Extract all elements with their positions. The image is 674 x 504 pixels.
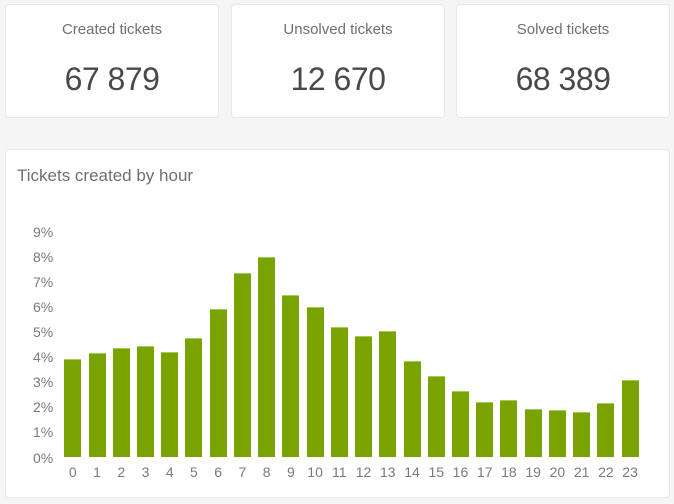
- bar-hour-13[interactable]: [379, 330, 397, 458]
- bar-hour-15[interactable]: [427, 376, 445, 458]
- x-axis-tick-label: 22: [598, 464, 614, 480]
- created-tickets-value: 67 879: [64, 61, 160, 97]
- x-axis-tick-label: 7: [238, 464, 247, 480]
- x-axis-tick-label: 5: [190, 464, 198, 480]
- bar-hour-14[interactable]: [403, 361, 421, 458]
- y-axis-tick-label: 5%: [33, 324, 54, 340]
- x-axis-tick-label: 18: [501, 464, 517, 480]
- bar-hour-7[interactable]: [233, 273, 251, 458]
- bar-hour-2[interactable]: [112, 347, 130, 458]
- solved-tickets-card: Solved tickets 68 389: [456, 4, 670, 118]
- x-axis-tick-label: 3: [141, 464, 150, 480]
- bar-hour-8[interactable]: [258, 257, 276, 458]
- x-axis-tick-label: 15: [428, 464, 445, 480]
- x-axis-tick-label: 21: [573, 464, 590, 480]
- unsolved-tickets-card: Unsolved tickets 12 670: [231, 4, 445, 118]
- x-axis-tick-label: 14: [404, 464, 420, 480]
- bar-hour-11[interactable]: [330, 326, 348, 458]
- bar-hour-23[interactable]: [621, 380, 639, 458]
- x-axis-tick-label: 10: [307, 464, 323, 480]
- x-axis-tick-label: 6: [214, 464, 223, 480]
- y-axis-tick-label: 1%: [33, 424, 54, 441]
- bar-hour-18[interactable]: [500, 400, 518, 458]
- bar-hour-10[interactable]: [306, 306, 324, 458]
- bar-hour-12[interactable]: [355, 335, 373, 458]
- unsolved-tickets-label: Unsolved tickets: [283, 21, 393, 38]
- x-axis-tick-label: 12: [355, 464, 372, 480]
- solved-tickets-label: Solved tickets: [516, 21, 610, 38]
- y-axis-tick-label: 2%: [33, 399, 54, 416]
- tickets-by-hour-chart-card: Tickets created by hour 0% 1% 2% 3% 4% 5% 6% 7%…: [5, 149, 670, 498]
- x-axis-tick-label: 19: [525, 464, 541, 480]
- bar-hour-20[interactable]: [548, 410, 566, 458]
- x-axis-tick-label: 2: [117, 464, 126, 480]
- x-axis-tick-label: 8: [262, 464, 271, 480]
- x-axis-tick-label: 0: [68, 464, 77, 480]
- solved-tickets-value: 68 389: [515, 61, 611, 97]
- bar-hour-5[interactable]: [185, 338, 203, 458]
- y-axis-tick-label: 0%: [33, 449, 54, 466]
- bar-hour-3[interactable]: [136, 345, 154, 458]
- bar-hour-22[interactable]: [597, 403, 615, 458]
- x-axis-tick-label: 4: [165, 464, 174, 480]
- bar-hour-6[interactable]: [209, 308, 227, 458]
- bar-hour-9[interactable]: [282, 295, 300, 458]
- y-axis-tick-label: 3%: [33, 374, 54, 391]
- bar-hour-0[interactable]: [64, 359, 82, 458]
- x-axis-tick-label: 20: [549, 464, 566, 480]
- x-axis-tick-label: 11: [332, 464, 347, 480]
- x-axis-tick-label: 16: [452, 464, 469, 480]
- x-axis-tick-label: 17: [476, 464, 493, 480]
- bar-chart-plot: 0% 1% 2% 3% 4% 5% 6% 7% 8% 9% 0 1 2 3 4 5 6 7 8 9 10 11 12 13 14…: [6, 150, 671, 499]
- y-axis-tick-label: 8%: [33, 248, 54, 265]
- bar-hour-21[interactable]: [573, 411, 591, 458]
- x-axis-tick-label: 9: [286, 464, 295, 480]
- bar-hour-19[interactable]: [524, 409, 542, 458]
- y-axis-tick-label: 7%: [33, 273, 54, 290]
- x-axis-tick-label: 23: [622, 464, 638, 480]
- created-tickets-card: Created tickets 67 879: [5, 4, 219, 118]
- x-axis-tick-label: 1: [93, 464, 101, 480]
- chart-title: Tickets created by hour: [17, 166, 194, 185]
- bar-hour-16[interactable]: [451, 390, 469, 458]
- bar-hour-4[interactable]: [161, 351, 179, 458]
- bar-hour-17[interactable]: [476, 402, 494, 458]
- x-axis-tick-label: 13: [379, 464, 396, 480]
- bar-hour-1[interactable]: [88, 353, 106, 458]
- y-axis-tick-label: 4%: [33, 349, 54, 366]
- y-axis-tick-label: 6%: [33, 298, 54, 315]
- unsolved-tickets-value: 12 670: [290, 61, 386, 97]
- y-axis-tick-label: 9%: [33, 223, 54, 240]
- created-tickets-label: Created tickets: [61, 21, 163, 38]
